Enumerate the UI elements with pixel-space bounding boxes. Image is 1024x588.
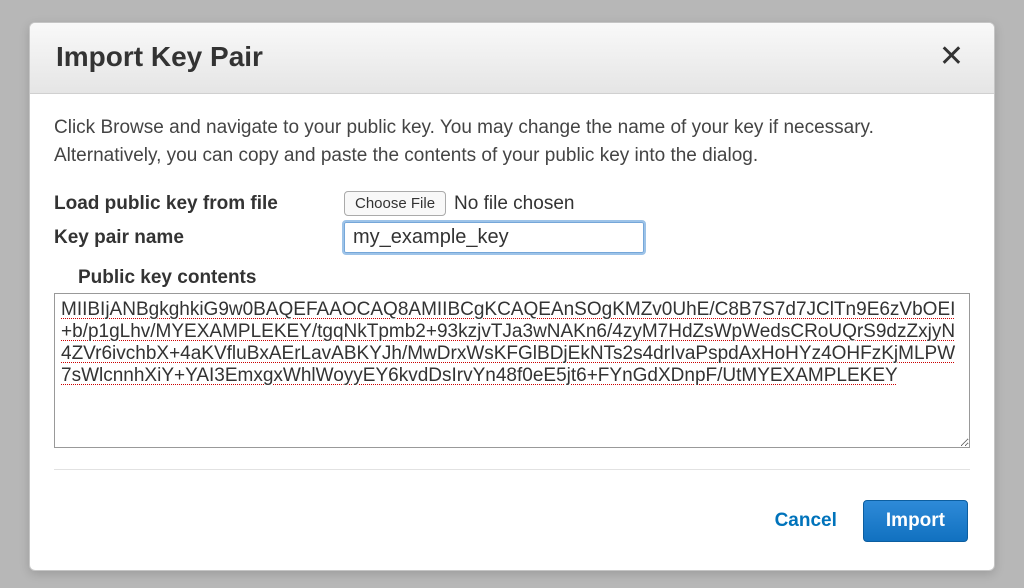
- contents-label: Public key contents: [54, 267, 970, 289]
- dialog-footer: Cancel Import: [30, 480, 994, 570]
- file-chosen-text: No file chosen: [454, 193, 574, 215]
- contents-section: Public key contents: [54, 267, 970, 453]
- import-key-pair-dialog: Import Key Pair ✕ Click Browse and navig…: [29, 22, 995, 571]
- public-key-contents-input[interactable]: [54, 293, 970, 448]
- import-button[interactable]: Import: [863, 500, 968, 542]
- keyname-input[interactable]: [344, 222, 644, 253]
- cancel-button[interactable]: Cancel: [775, 510, 837, 532]
- keyname-label: Key pair name: [54, 227, 344, 249]
- dialog-body: Click Browse and navigate to your public…: [30, 94, 994, 480]
- dialog-header: Import Key Pair ✕: [30, 23, 994, 94]
- load-file-label: Load public key from file: [54, 193, 344, 215]
- file-chooser: Choose File No file chosen: [344, 191, 574, 216]
- close-icon[interactable]: ✕: [939, 42, 968, 72]
- instructions-text: Click Browse and navigate to your public…: [54, 114, 970, 169]
- separator: [54, 469, 970, 470]
- load-file-row: Load public key from file Choose File No…: [54, 191, 970, 216]
- keyname-row: Key pair name: [54, 222, 970, 253]
- choose-file-button[interactable]: Choose File: [344, 191, 446, 216]
- dialog-title: Import Key Pair: [56, 41, 263, 73]
